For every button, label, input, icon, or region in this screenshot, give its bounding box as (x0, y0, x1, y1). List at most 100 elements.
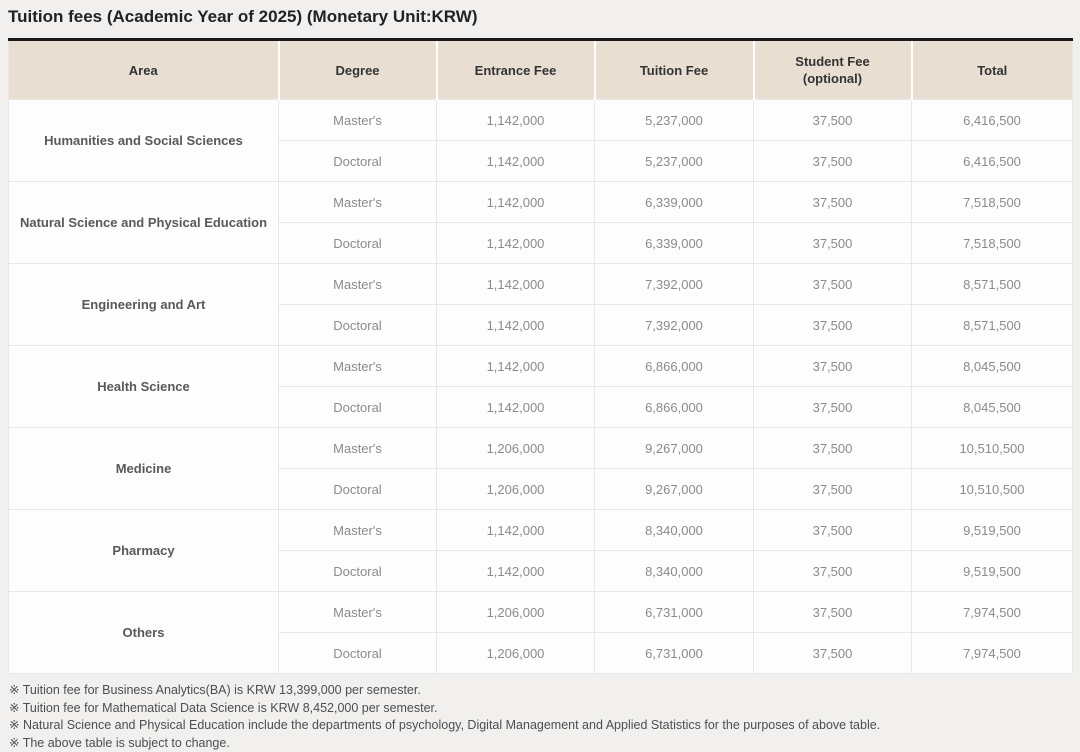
student-fee-cell: 37,500 (754, 633, 912, 674)
student-fee-cell: 37,500 (754, 264, 912, 305)
entrance-fee-cell: 1,142,000 (437, 100, 595, 141)
student-fee-cell: 37,500 (754, 305, 912, 346)
total-cell: 6,416,500 (912, 100, 1073, 141)
total-cell: 10,510,500 (912, 469, 1073, 510)
page-title: Tuition fees (Academic Year of 2025) (Mo… (8, 6, 1072, 28)
student-fee-cell: 37,500 (754, 510, 912, 551)
tuition-fee-cell: 5,237,000 (595, 141, 754, 182)
footnote: ※ Natural Science and Physical Education… (9, 717, 1072, 735)
entrance-fee-cell: 1,142,000 (437, 264, 595, 305)
degree-cell: Doctoral (279, 551, 437, 592)
column-header-student-fee-line2: (optional) (761, 70, 905, 87)
student-fee-cell: 37,500 (754, 141, 912, 182)
entrance-fee-cell: 1,142,000 (437, 387, 595, 428)
student-fee-cell: 37,500 (754, 182, 912, 223)
table-header: Area Degree Entrance Fee Tuition Fee Stu… (9, 40, 1073, 100)
degree-cell: Doctoral (279, 469, 437, 510)
column-header-tuition-fee: Tuition Fee (595, 40, 754, 100)
degree-cell: Master's (279, 100, 437, 141)
entrance-fee-cell: 1,142,000 (437, 223, 595, 264)
entrance-fee-cell: 1,142,000 (437, 182, 595, 223)
total-cell: 8,571,500 (912, 305, 1073, 346)
tuition-fee-cell: 6,866,000 (595, 346, 754, 387)
tuition-fee-cell: 8,340,000 (595, 510, 754, 551)
tuition-fee-cell: 5,237,000 (595, 100, 754, 141)
header-row: Area Degree Entrance Fee Tuition Fee Stu… (9, 40, 1073, 100)
student-fee-cell: 37,500 (754, 551, 912, 592)
degree-cell: Master's (279, 346, 437, 387)
degree-cell: Master's (279, 182, 437, 223)
total-cell: 10,510,500 (912, 428, 1073, 469)
total-cell: 7,974,500 (912, 633, 1073, 674)
footnote: ※ The above table is subject to change. (9, 735, 1072, 752)
student-fee-cell: 37,500 (754, 469, 912, 510)
degree-cell: Master's (279, 510, 437, 551)
degree-cell: Master's (279, 428, 437, 469)
footnote: ※ Tuition fee for Mathematical Data Scie… (9, 700, 1072, 718)
tuition-fee-cell: 8,340,000 (595, 551, 754, 592)
degree-cell: Master's (279, 592, 437, 633)
column-header-total: Total (912, 40, 1073, 100)
degree-cell: Doctoral (279, 633, 437, 674)
tuition-fee-cell: 6,866,000 (595, 387, 754, 428)
degree-cell: Doctoral (279, 141, 437, 182)
total-cell: 9,519,500 (912, 551, 1073, 592)
footnote: ※ Tuition fee for Business Analytics(BA)… (9, 682, 1072, 700)
total-cell: 8,571,500 (912, 264, 1073, 305)
degree-cell: Doctoral (279, 387, 437, 428)
total-cell: 9,519,500 (912, 510, 1073, 551)
column-header-degree: Degree (279, 40, 437, 100)
total-cell: 8,045,500 (912, 387, 1073, 428)
student-fee-cell: 37,500 (754, 387, 912, 428)
area-cell: Natural Science and Physical Education (9, 182, 279, 264)
tuition-fee-cell: 6,731,000 (595, 633, 754, 674)
footnotes: ※ Tuition fee for Business Analytics(BA)… (9, 682, 1072, 752)
total-cell: 7,974,500 (912, 592, 1073, 633)
tuition-fees-table: Area Degree Entrance Fee Tuition Fee Stu… (8, 38, 1073, 674)
entrance-fee-cell: 1,142,000 (437, 346, 595, 387)
column-header-student-fee: Student Fee (optional) (754, 40, 912, 100)
tuition-fee-cell: 7,392,000 (595, 305, 754, 346)
entrance-fee-cell: 1,206,000 (437, 469, 595, 510)
column-header-area: Area (9, 40, 279, 100)
entrance-fee-cell: 1,142,000 (437, 305, 595, 346)
student-fee-cell: 37,500 (754, 592, 912, 633)
area-cell: Medicine (9, 428, 279, 510)
total-cell: 7,518,500 (912, 223, 1073, 264)
entrance-fee-cell: 1,206,000 (437, 428, 595, 469)
tuition-fee-cell: 9,267,000 (595, 469, 754, 510)
student-fee-cell: 37,500 (754, 346, 912, 387)
degree-cell: Doctoral (279, 305, 437, 346)
column-header-student-fee-line1: Student Fee (761, 53, 905, 70)
student-fee-cell: 37,500 (754, 428, 912, 469)
student-fee-cell: 37,500 (754, 100, 912, 141)
area-cell: Humanities and Social Sciences (9, 100, 279, 182)
tuition-fee-cell: 7,392,000 (595, 264, 754, 305)
column-header-entrance-fee: Entrance Fee (437, 40, 595, 100)
total-cell: 6,416,500 (912, 141, 1073, 182)
tuition-fee-cell: 9,267,000 (595, 428, 754, 469)
total-cell: 7,518,500 (912, 182, 1073, 223)
entrance-fee-cell: 1,142,000 (437, 141, 595, 182)
total-cell: 8,045,500 (912, 346, 1073, 387)
tuition-fee-cell: 6,731,000 (595, 592, 754, 633)
student-fee-cell: 37,500 (754, 223, 912, 264)
area-cell: Engineering and Art (9, 264, 279, 346)
area-cell: Pharmacy (9, 510, 279, 592)
entrance-fee-cell: 1,206,000 (437, 592, 595, 633)
degree-cell: Doctoral (279, 223, 437, 264)
area-cell: Health Science (9, 346, 279, 428)
entrance-fee-cell: 1,142,000 (437, 551, 595, 592)
degree-cell: Master's (279, 264, 437, 305)
area-cell: Others (9, 592, 279, 674)
entrance-fee-cell: 1,206,000 (437, 633, 595, 674)
